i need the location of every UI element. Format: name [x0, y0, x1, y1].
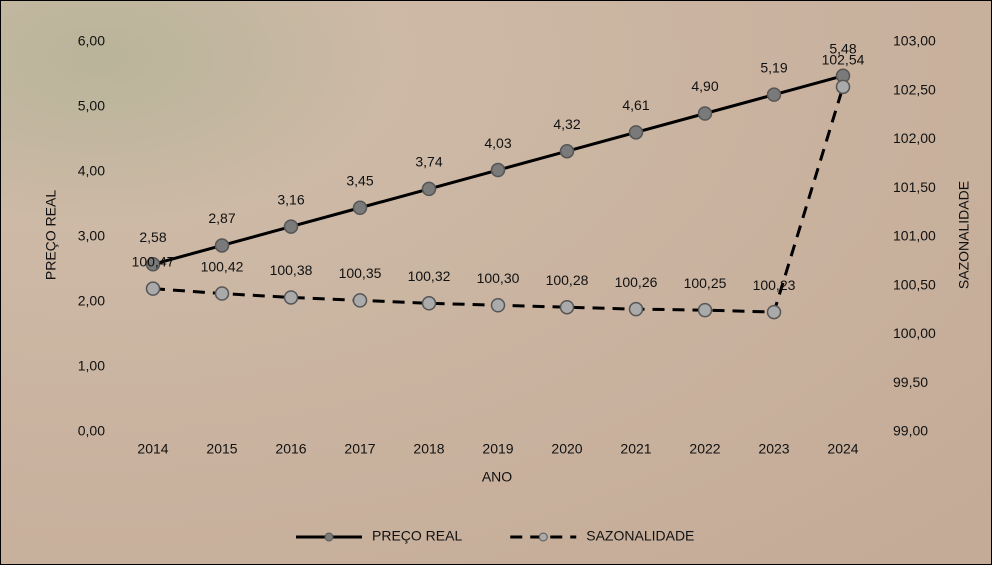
x-tick-label: 2024 — [827, 441, 858, 457]
y2-axis-title: SAZONALIDADE — [956, 181, 972, 289]
data-label: 5,19 — [760, 59, 787, 75]
data-label: 2,87 — [208, 210, 235, 226]
data-label: 3,74 — [415, 154, 442, 170]
y2-tick-label: 99,00 — [893, 423, 928, 439]
y-tick-label: 6,00 — [78, 33, 105, 49]
x-tick-label: 2019 — [482, 441, 513, 457]
y2-tick-label: 103,00 — [893, 33, 936, 49]
x-tick-label: 2017 — [344, 441, 375, 457]
x-tick-label: 2016 — [275, 441, 306, 457]
chart: PREÇO REAL SAZONALIDADE ANO 0,00 1,00 2,00… — [0, 0, 993, 566]
x-tick-label: 2023 — [758, 441, 789, 457]
y2-tick-label: 100,50 — [893, 276, 936, 292]
data-label: 100,25 — [684, 275, 727, 291]
point-marker — [423, 297, 436, 310]
y-axis-title: PREÇO REAL — [43, 190, 59, 280]
y2-tick-label: 102,00 — [893, 130, 936, 146]
data-label: 3,45 — [346, 172, 373, 188]
y2-tick-label: 100,00 — [893, 325, 936, 341]
data-label: 4,61 — [622, 97, 649, 113]
data-label: 100,23 — [753, 277, 796, 293]
point-marker — [561, 301, 574, 314]
legend-marker — [539, 533, 547, 541]
point-marker — [354, 294, 367, 307]
data-label: 4,90 — [691, 78, 718, 94]
y2-tick-label: 101,00 — [893, 228, 936, 244]
data-label: 3,16 — [277, 191, 304, 207]
legend-label: PREÇO REAL — [372, 528, 462, 544]
point-marker — [216, 239, 229, 252]
y-tick-label: 3,00 — [78, 228, 105, 244]
y2-tick-label: 101,50 — [893, 179, 936, 195]
data-label: 2,58 — [139, 229, 166, 245]
y-tick-label: 5,00 — [78, 98, 105, 114]
point-marker — [423, 182, 436, 195]
data-label: 100,32 — [408, 268, 451, 284]
point-marker — [285, 220, 298, 233]
point-marker — [216, 287, 229, 300]
data-label: 4,32 — [553, 116, 580, 132]
data-label: 100,38 — [270, 262, 313, 278]
data-label: 100,30 — [477, 270, 520, 286]
y2-tick-label: 99,50 — [893, 374, 928, 390]
point-marker — [630, 303, 643, 316]
y-tick-label: 4,00 — [78, 163, 105, 179]
x-axis-title: ANO — [482, 469, 512, 485]
data-label: 102,54 — [822, 52, 865, 68]
x-tick-label: 2014 — [137, 441, 168, 457]
point-marker — [630, 126, 643, 139]
point-marker — [768, 88, 781, 101]
x-tick-label: 2015 — [206, 441, 237, 457]
x-tick-label: 2021 — [620, 441, 651, 457]
x-tick-label: 2020 — [551, 441, 582, 457]
point-marker — [768, 306, 781, 319]
point-marker — [699, 107, 712, 120]
y-tick-label: 1,00 — [78, 358, 105, 374]
data-label: 100,42 — [201, 258, 244, 274]
x-tick-label: 2022 — [689, 441, 720, 457]
data-label: 100,26 — [615, 274, 658, 290]
x-tick-label: 2018 — [413, 441, 444, 457]
data-label: 100,47 — [132, 253, 175, 269]
point-marker — [492, 164, 505, 177]
point-marker — [285, 291, 298, 304]
y2-tick-label: 102,50 — [893, 81, 936, 97]
point-marker — [699, 304, 712, 317]
point-marker — [492, 299, 505, 312]
point-marker — [147, 282, 160, 295]
legend-label: SAZONALIDADE — [586, 528, 694, 544]
point-marker — [837, 80, 850, 93]
data-label: 100,28 — [546, 272, 589, 288]
point-marker — [561, 145, 574, 158]
point-marker — [354, 201, 367, 214]
data-label: 100,35 — [339, 265, 382, 281]
data-label: 4,03 — [484, 135, 511, 151]
legend-marker — [325, 533, 333, 541]
y-tick-label: 0,00 — [78, 423, 105, 439]
y-tick-label: 2,00 — [78, 293, 105, 309]
